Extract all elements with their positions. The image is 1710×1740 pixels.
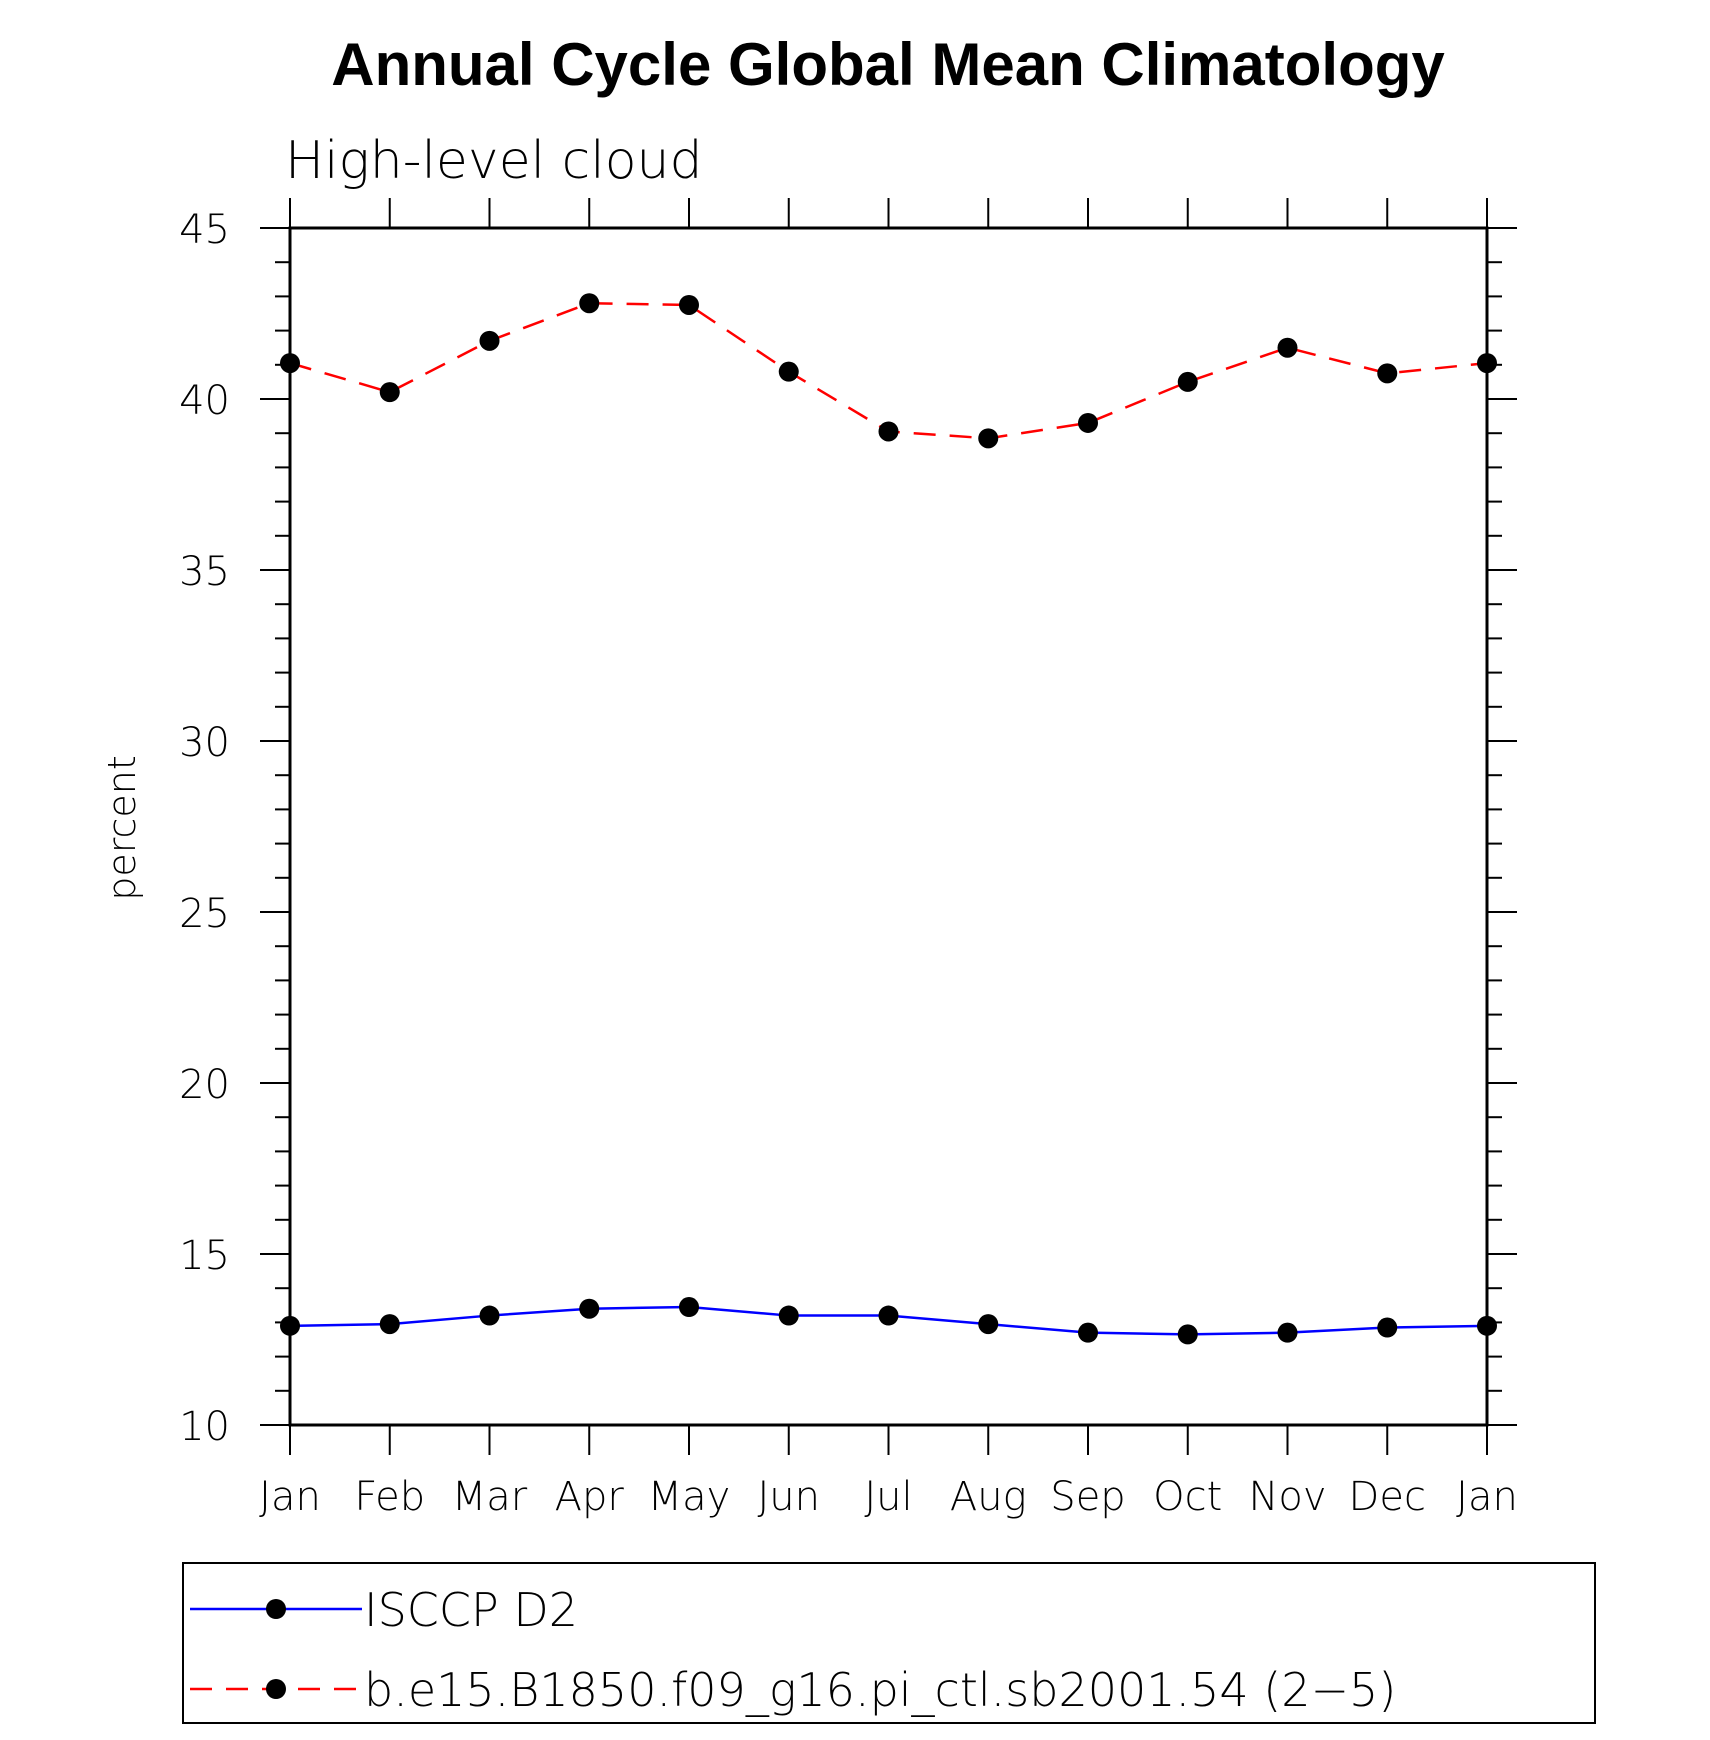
legend-items: ISCCP D2 b.e15.B1850.f09_g16.pi_ctl.sb200… <box>190 1583 1396 1717</box>
series-layer <box>280 293 1497 1345</box>
y-tick-label: 25 <box>179 891 230 937</box>
data-point <box>778 1305 799 1326</box>
x-tick-label: Jun <box>758 1474 821 1520</box>
x-tick-label: Mar <box>452 1474 528 1520</box>
data-point <box>1377 1317 1398 1338</box>
data-point <box>1477 1315 1497 1336</box>
y-tick-label: 20 <box>179 1062 230 1108</box>
y-tick-label: 10 <box>179 1404 230 1450</box>
y-axis-ticks: 10 15 20 25 30 35 40 45 <box>179 207 1517 1450</box>
plot-frame <box>288 226 1489 1427</box>
data-point <box>679 1297 699 1318</box>
data-point <box>1377 363 1398 384</box>
data-point <box>1277 1322 1298 1343</box>
data-point <box>1078 1322 1098 1343</box>
series-1 <box>280 293 1497 449</box>
chart-title: Annual Cycle Global Mean Climatology <box>331 31 1445 98</box>
x-tick-label: Jan <box>259 1474 321 1520</box>
y-tick-label: 15 <box>179 1233 230 1279</box>
data-point <box>1177 371 1198 392</box>
legend-item-1: b.e15.B1850.f09_g16.pi_ctl.sb2001.54 (2−… <box>190 1663 1396 1717</box>
data-point <box>379 1314 400 1335</box>
x-tick-label: Jul <box>864 1474 912 1520</box>
data-point <box>579 1298 600 1319</box>
data-point <box>878 421 899 442</box>
x-tick-label: Dec <box>1349 1474 1426 1520</box>
y-tick-label: 30 <box>179 720 230 766</box>
data-point <box>479 1305 500 1326</box>
data-point <box>280 1315 300 1336</box>
data-point <box>479 330 500 351</box>
legend-marker <box>266 1679 286 1699</box>
x-tick-label: May <box>648 1474 731 1520</box>
y-tick-label: 45 <box>179 207 230 253</box>
legend-box <box>182 1562 1596 1724</box>
legend-label: b.e15.B1850.f09_g16.pi_ctl.sb2001.54 (2−… <box>364 1663 1396 1717</box>
x-tick-label: Sep <box>1050 1474 1125 1520</box>
x-tick-label: Feb <box>354 1474 425 1520</box>
data-point <box>978 428 999 449</box>
x-tick-label: Nov <box>1248 1474 1326 1520</box>
data-point <box>778 361 799 382</box>
chart-subtitle: High-level cloud <box>285 131 702 191</box>
data-point <box>1078 412 1098 433</box>
data-point <box>579 293 600 314</box>
x-tick-label: Aug <box>950 1474 1027 1520</box>
data-point <box>1277 337 1298 358</box>
legend-item-0: ISCCP D2 <box>190 1583 578 1637</box>
legend-label: ISCCP D2 <box>364 1583 578 1637</box>
x-tick-label: Oct <box>1153 1474 1222 1520</box>
legend-marker <box>266 1599 286 1619</box>
data-point <box>379 382 400 403</box>
data-point <box>878 1305 899 1326</box>
series-line <box>289 301 1488 440</box>
x-tick-label: Jan <box>1456 1474 1518 1520</box>
series-0 <box>280 1297 1497 1345</box>
legend: ISCCP D2 b.e15.B1850.f09_g16.pi_ctl.sb200… <box>182 1562 1596 1724</box>
x-tick-label: Apr <box>555 1474 625 1520</box>
data-point <box>1477 353 1497 374</box>
y-tick-label: 40 <box>179 378 230 424</box>
y-tick-label: 35 <box>179 549 230 595</box>
data-point <box>679 294 699 315</box>
data-point <box>978 1314 999 1335</box>
x-axis-ticks: Jan Feb Mar Apr May Jun Jul Aug Sep Oct Nov Dec Jan <box>259 198 1518 1520</box>
y-axis-label: percent <box>100 755 144 901</box>
data-point <box>1177 1324 1198 1345</box>
data-point <box>280 353 300 374</box>
